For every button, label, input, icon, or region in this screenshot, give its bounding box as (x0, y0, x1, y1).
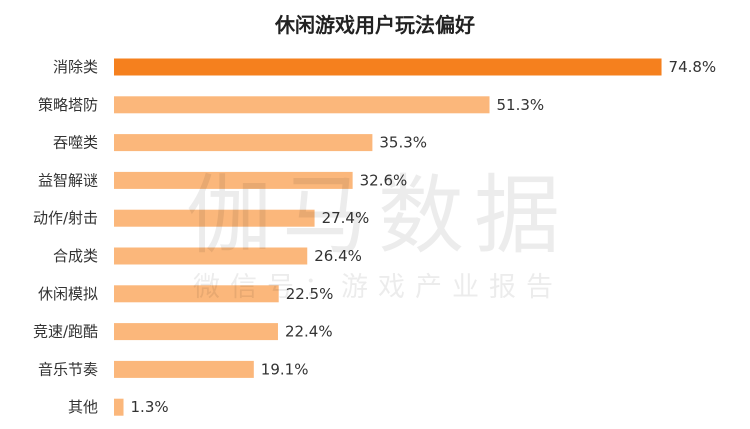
category-label: 竞速/跑酷 (33, 323, 98, 341)
data-label: 32.6% (360, 171, 408, 189)
category-label: 其他 (68, 398, 98, 416)
data-label: 22.4% (285, 323, 333, 341)
watermark: 伽马数据 微信号：游戏产业报告 (186, 166, 570, 303)
category-label: 策略塔防 (38, 96, 98, 114)
bar (114, 398, 124, 416)
category-label: 吞噬类 (53, 134, 98, 152)
category-label: 休闲模拟 (38, 285, 98, 303)
data-label: 22.5% (286, 285, 334, 303)
category-label: 音乐节奏 (38, 360, 98, 378)
data-label: 26.4% (314, 247, 362, 265)
data-label: 51.3% (497, 96, 545, 114)
bar (114, 96, 490, 114)
bar (114, 323, 278, 341)
data-label: 74.8% (669, 58, 717, 76)
watermark-sub-text: 微信号：游戏产业报告 (193, 272, 563, 303)
bar (114, 247, 308, 265)
category-label: 合成类 (53, 247, 98, 265)
watermark-main-text: 伽马数据 (186, 166, 570, 266)
category-label: 动作/射击 (33, 209, 98, 227)
data-label: 19.1% (261, 360, 309, 378)
data-label: 1.3% (131, 398, 169, 416)
bar (114, 360, 254, 378)
bar (114, 171, 353, 189)
data-label: 27.4% (322, 209, 370, 227)
chart-title: 休闲游戏用户玩法偏好 (274, 13, 475, 37)
bar (114, 134, 373, 152)
bar (114, 285, 279, 303)
data-label: 35.3% (379, 134, 427, 152)
bar (114, 58, 662, 76)
category-label: 益智解谜 (38, 171, 98, 189)
bar (114, 209, 315, 227)
bars-layer: 消除类 74.8% 策略塔防 51.3% 吞噬类 35.3% 益智解谜 32.6% 动作/射击 2… (33, 58, 716, 416)
category-label: 消除类 (53, 58, 98, 76)
